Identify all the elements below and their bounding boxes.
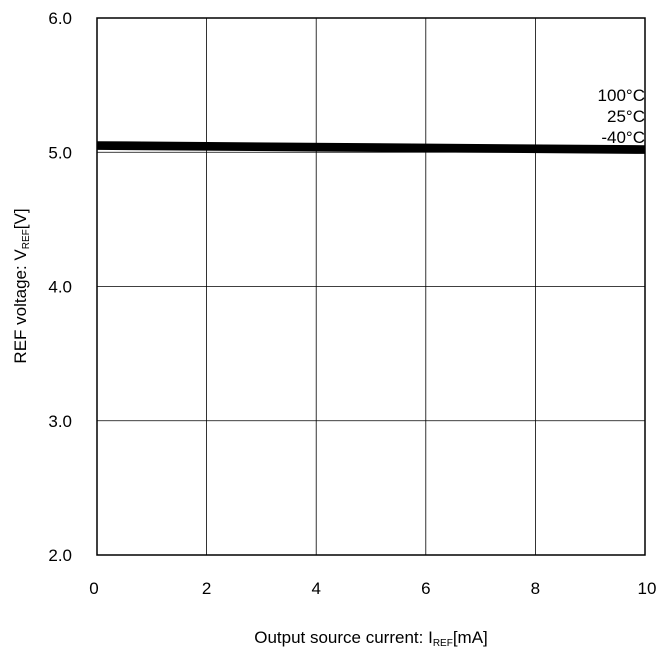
series-label-2: -40°C <box>601 128 645 147</box>
x-axis-title: Output source current: IREF[mA] <box>254 628 488 649</box>
series-label-1: 25°C <box>607 107 645 126</box>
x-tick-label-2: 4 <box>311 579 320 598</box>
x-tick-label-0: 0 <box>89 579 98 598</box>
y-tick-label-4: 6.0 <box>48 9 72 28</box>
x-axis-title-unit: [mA] <box>453 628 488 647</box>
x-axis-title-sub: REF <box>433 638 453 649</box>
y-axis-title: REF voltage: VREF[V] <box>11 208 32 363</box>
series-line-2 <box>96 143 646 154</box>
x-axis-title-main: Output source current: I <box>254 628 433 647</box>
x-tick-label-1: 2 <box>202 579 211 598</box>
y-tick-label-2: 4.0 <box>48 278 72 297</box>
y-axis-title-unit: [V] <box>11 208 30 229</box>
x-tick-label-5: 10 <box>638 579 656 598</box>
x-tick-label-4: 8 <box>531 579 540 598</box>
y-axis-title-sub: REF <box>21 229 32 249</box>
y-tick-labels: 2.0 3.0 4.0 5.0 6.0 <box>48 9 72 565</box>
y-axis-title-main: REF voltage: V <box>11 249 30 364</box>
y-tick-label-0: 2.0 <box>48 546 72 565</box>
grid <box>97 18 645 555</box>
plot-frame <box>96 17 646 556</box>
y-tick-label-3: 5.0 <box>48 143 72 162</box>
series-labels: 100°C 25°C -40°C <box>598 86 645 147</box>
series-label-0: 100°C <box>598 86 645 105</box>
series-lines <box>96 141 646 154</box>
x-tick-label-3: 6 <box>421 579 430 598</box>
x-tick-labels: 0 2 4 6 8 10 <box>89 579 656 598</box>
y-tick-label-1: 3.0 <box>48 412 72 431</box>
